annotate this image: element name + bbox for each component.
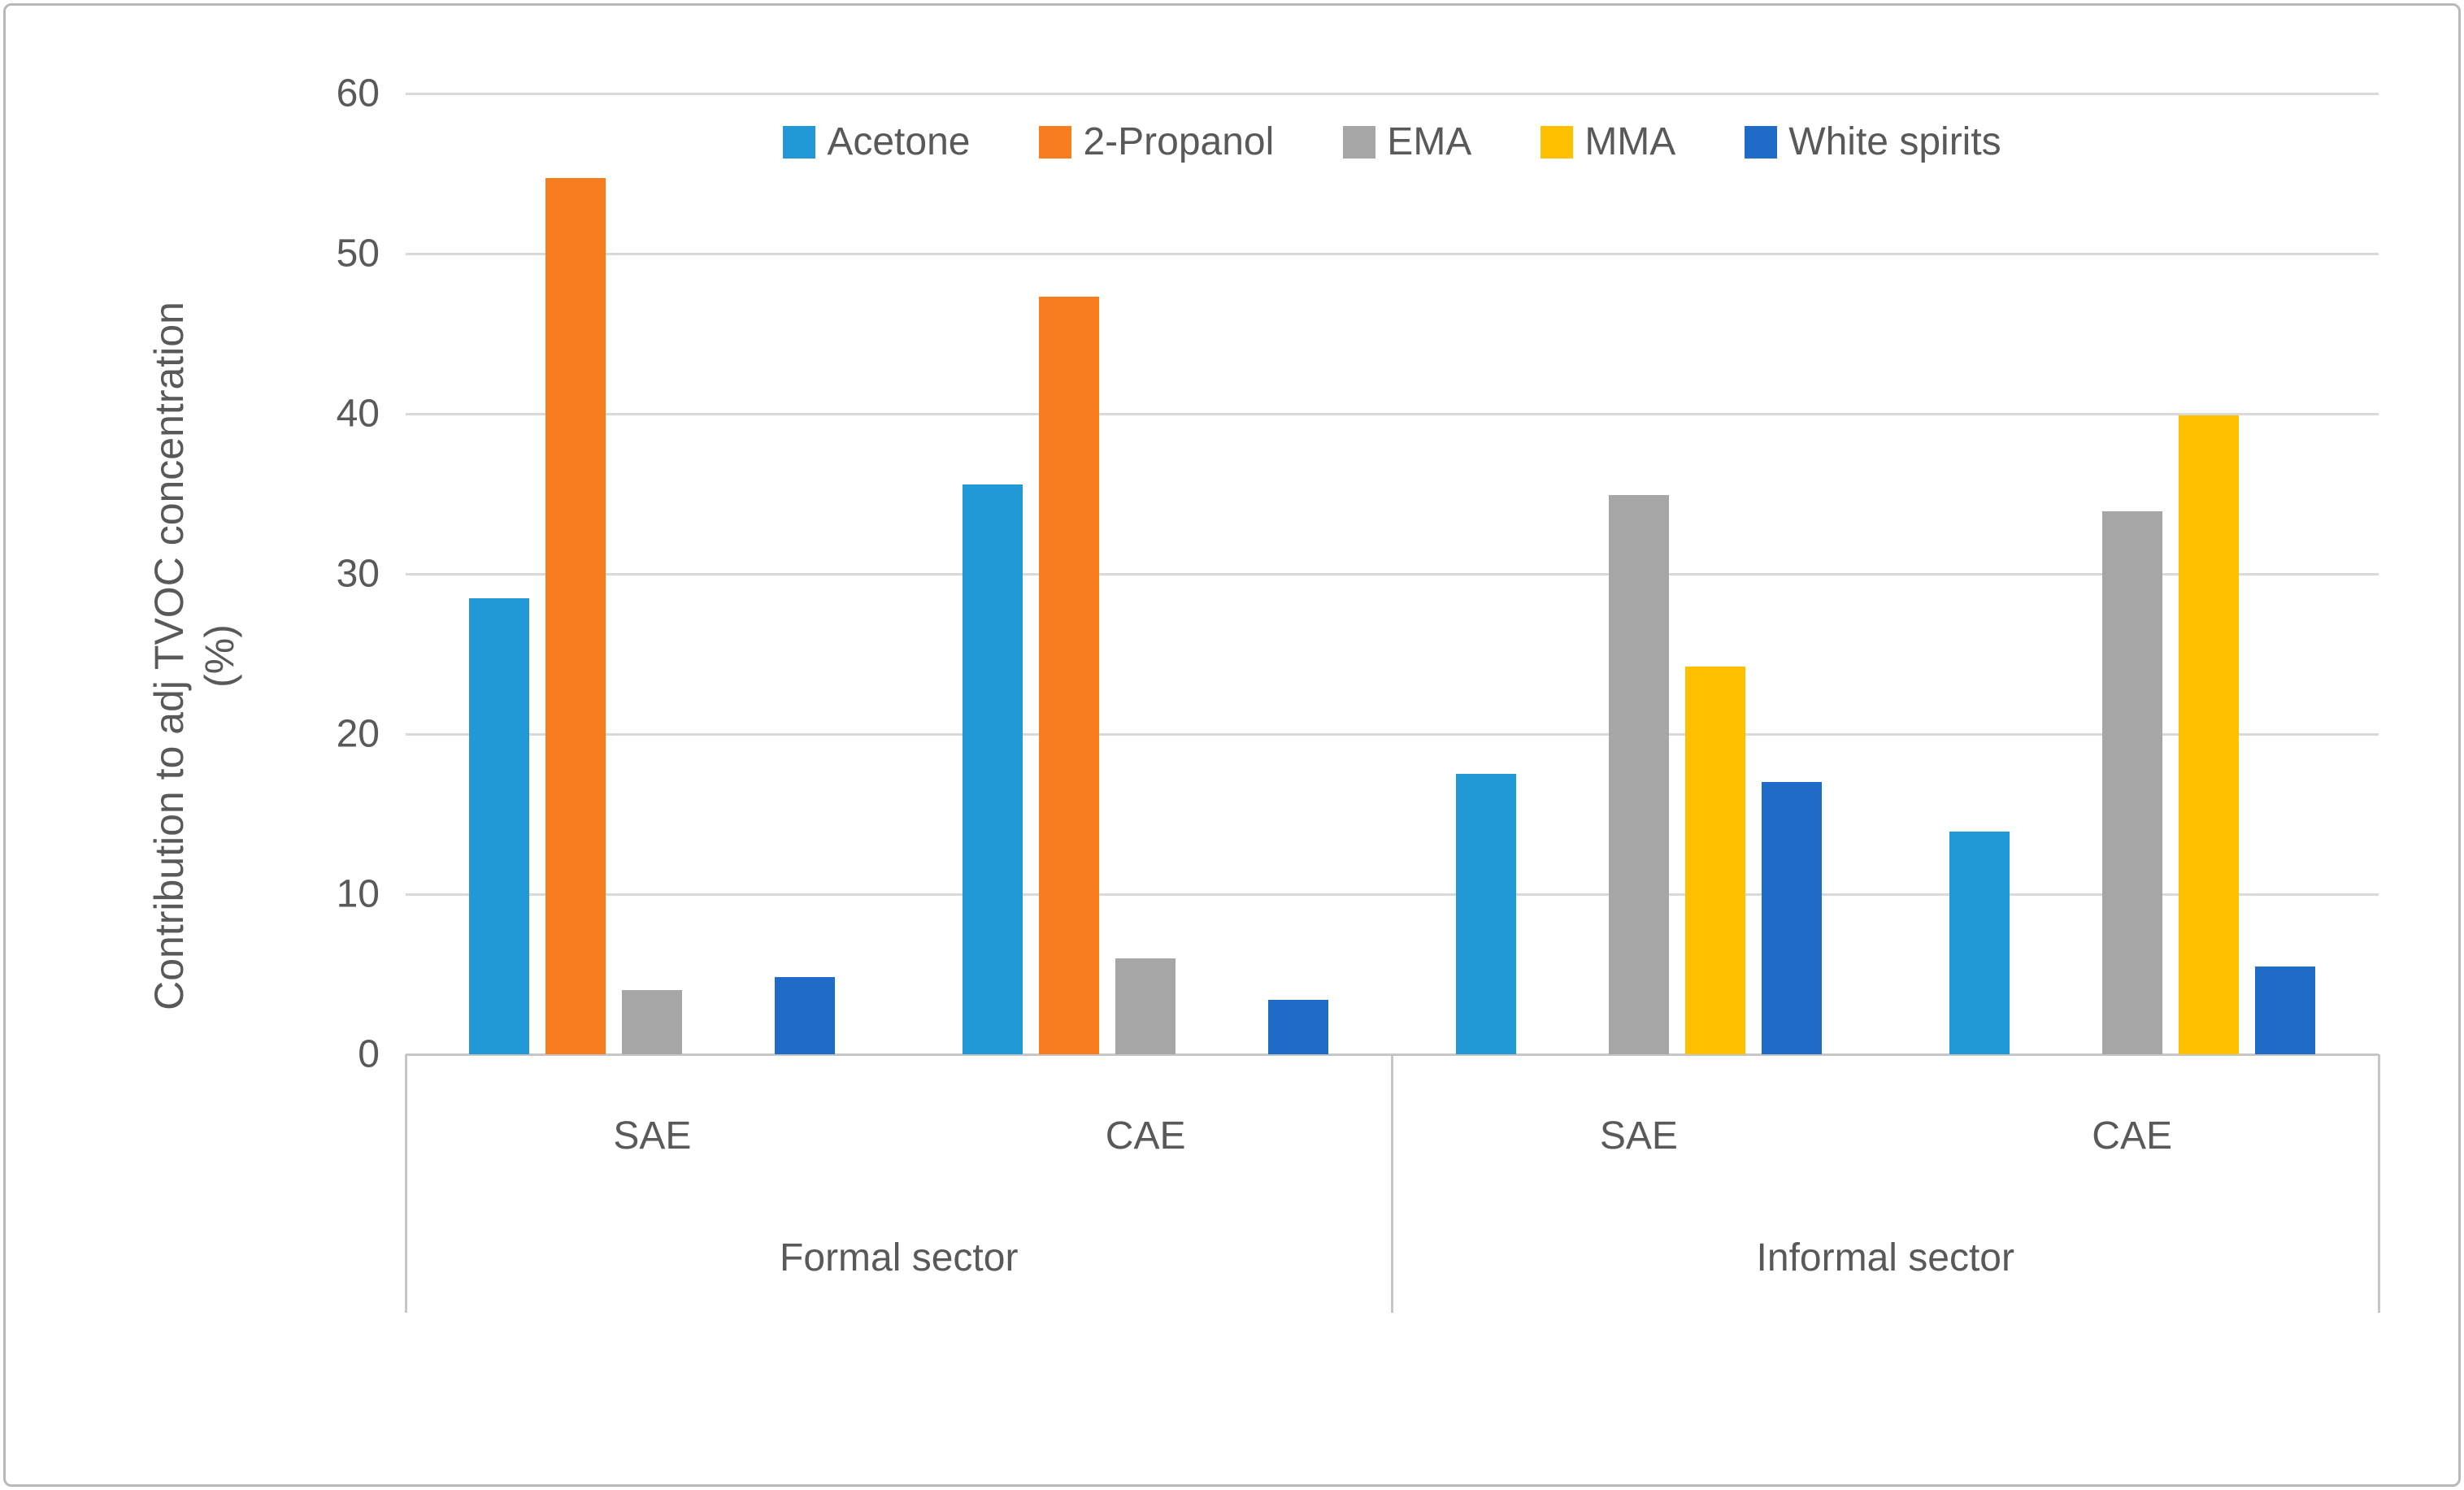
y-tick-label-10: 10 (336, 872, 380, 916)
legend-label: White spirits (1788, 120, 2001, 163)
category-label-2: CAE (1105, 1114, 1186, 1158)
bar-mma-g4 (2178, 415, 2239, 1054)
plot-area: Contribution to adj TVOC concentration (… (6, 6, 2458, 1484)
bar-white-spirits-g3 (1761, 782, 1822, 1054)
bar-ema-g1 (622, 990, 683, 1054)
y-axis-title-line2: (%) (197, 624, 242, 688)
category-label-1: SAE (613, 1114, 692, 1158)
legend-label: EMA (1387, 120, 1472, 163)
bar-acetone-g3 (1455, 774, 1516, 1054)
bar-group-4 (1885, 93, 2379, 1054)
bar-acetone-g4 (1949, 832, 2010, 1054)
bar-group-3 (1393, 93, 1886, 1054)
sector-label-informal-sector: Informal sector (1756, 1236, 2014, 1279)
category-divider-2 (1391, 1054, 1393, 1313)
bar-white-spirits-g4 (2254, 967, 2315, 1054)
y-tick-label-0: 0 (358, 1032, 380, 1076)
bar-acetone-g1 (469, 598, 530, 1054)
gridline-y-20 (406, 732, 2379, 736)
legend-item-white-spirits: White spirits (1745, 119, 2001, 164)
bar-white-spirits-g2 (1268, 1000, 1329, 1054)
category-divider-0 (404, 1054, 407, 1313)
legend-swatch-icon (1541, 125, 1574, 159)
bar-ema-g4 (2101, 511, 2162, 1054)
category-label-3: SAE (1599, 1114, 1678, 1158)
legend-label: MMA (1584, 120, 1676, 163)
y-tick-label-50: 50 (336, 232, 380, 276)
bar-mma-g3 (1684, 667, 1745, 1054)
legend: Acetone 2-Propanol EMA MMA White spirits (406, 119, 2379, 164)
legend-swatch-icon (1745, 125, 1778, 159)
y-axis-title-line1: Contribution to adj TVOC concentration (146, 302, 192, 1010)
legend-item-ema: EMA (1343, 119, 1471, 164)
bar-acetone-g2 (963, 484, 1023, 1054)
y-axis-title: Contribution to adj TVOC concentration (… (144, 79, 245, 1233)
legend-swatch-icon (1039, 125, 1072, 159)
category-label-4: CAE (2092, 1114, 2172, 1158)
y-tick-label-30: 30 (336, 552, 380, 596)
bar-ema-g2 (1115, 958, 1176, 1054)
bar-group-2 (899, 93, 1393, 1054)
bar-white-spirits-g1 (775, 977, 836, 1054)
gridline-y-50 (406, 252, 2379, 255)
category-divider-4 (2377, 1054, 2380, 1313)
bar-2-propanol-g2 (1039, 297, 1100, 1054)
y-tick-label-40: 40 (336, 392, 380, 436)
gridline-y-40 (406, 412, 2379, 415)
y-tick-label-20: 20 (336, 712, 380, 756)
bar-ema-g3 (1608, 495, 1669, 1054)
legend-item-mma: MMA (1541, 119, 1675, 164)
legend-swatch-icon (1343, 125, 1376, 159)
legend-label: 2-Propanol (1083, 120, 1275, 163)
bar-2-propanol-g1 (545, 178, 606, 1054)
bar-group-1 (406, 93, 899, 1054)
gridline-y-60 (406, 92, 2379, 95)
y-tick-label-60: 60 (336, 72, 380, 115)
sector-label-formal-sector: Formal sector (780, 1236, 1019, 1279)
legend-item-acetone: Acetone (783, 119, 970, 164)
gridline-y-30 (406, 572, 2379, 576)
legend-label: Acetone (827, 120, 971, 163)
legend-item-2-propanol: 2-Propanol (1039, 119, 1274, 164)
gridline-y-10 (406, 893, 2379, 896)
legend-swatch-icon (783, 125, 816, 159)
chart-figure: Contribution to adj TVOC concentration (… (3, 3, 2461, 1487)
